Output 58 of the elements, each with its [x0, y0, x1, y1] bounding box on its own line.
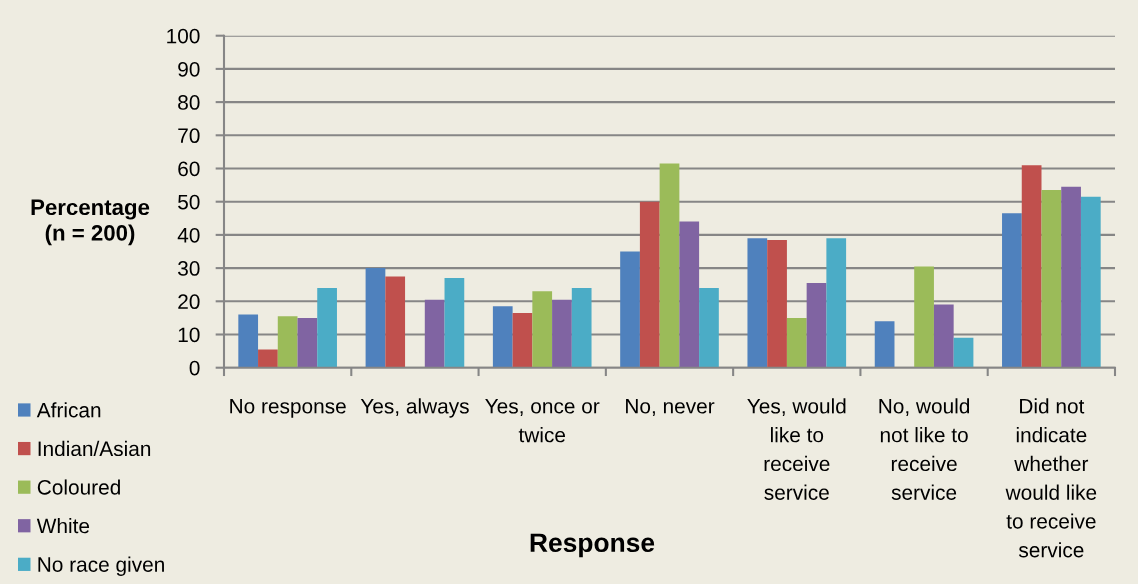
- y-tick-label: 20: [178, 294, 200, 310]
- bar: [258, 349, 278, 368]
- bar: [512, 312, 533, 368]
- y-tick-label: 10: [178, 327, 200, 343]
- bar: [806, 283, 827, 368]
- bar: [444, 278, 465, 368]
- legend-label: Coloured: [37, 479, 120, 495]
- bar: [532, 291, 553, 368]
- x-tick-label: Yes, always: [360, 398, 469, 418]
- bar: [365, 268, 386, 368]
- y-tick-label: 90: [178, 61, 200, 77]
- y-tick-label: 70: [178, 128, 200, 144]
- bar: [659, 163, 680, 368]
- bar: [424, 299, 445, 368]
- x-tick-label: Yes, would like to receive service: [747, 398, 846, 500]
- bar: [277, 316, 298, 368]
- bar: [1061, 186, 1081, 368]
- y-tick-label: 40: [177, 227, 200, 243]
- bar: [571, 288, 592, 368]
- x-tick-label: No, never: [626, 399, 715, 417]
- y-tick-label: 60: [178, 161, 200, 177]
- bar: [620, 251, 640, 368]
- y-tick-label: 30: [178, 261, 200, 276]
- bar: [1021, 165, 1042, 368]
- bar: [639, 201, 660, 368]
- bar: [552, 299, 572, 368]
- bar: [747, 238, 768, 368]
- x-tick-label: Yes, once or twice: [485, 399, 600, 443]
- x-axis-title: Response: [530, 533, 655, 558]
- bar: [1002, 213, 1022, 368]
- bar: [914, 266, 934, 368]
- bar: [933, 304, 954, 368]
- bar: [699, 288, 719, 368]
- legend-label: White: [36, 517, 90, 534]
- bar: [767, 239, 787, 368]
- bar: [1080, 196, 1101, 368]
- legend-label: No race given: [38, 556, 164, 576]
- bar: [297, 317, 318, 368]
- bar: [826, 238, 847, 368]
- legend-label: African: [36, 402, 101, 418]
- x-tick-label: No, would not like to receive service: [879, 398, 970, 500]
- bar: [317, 288, 337, 368]
- legend-label: Indian/Asian: [38, 440, 151, 457]
- y-tick-label: 0: [189, 360, 200, 376]
- bar: [238, 314, 259, 368]
- bar: [679, 221, 700, 368]
- x-tick-label: Did not indicate whether would like to receive service: [1005, 398, 1097, 558]
- bar: [953, 337, 974, 368]
- bar: [1041, 190, 1062, 368]
- y-tick-label: 80: [178, 95, 200, 110]
- x-tick-label: No response: [230, 399, 346, 418]
- y-axis-title: Percentage (n = 200): [31, 199, 150, 246]
- y-tick-label: 100: [167, 28, 200, 44]
- bar: [492, 306, 513, 368]
- bar: [786, 317, 807, 368]
- bar: [874, 321, 895, 368]
- y-tick-label: 50: [178, 194, 200, 210]
- bar: [385, 276, 406, 368]
